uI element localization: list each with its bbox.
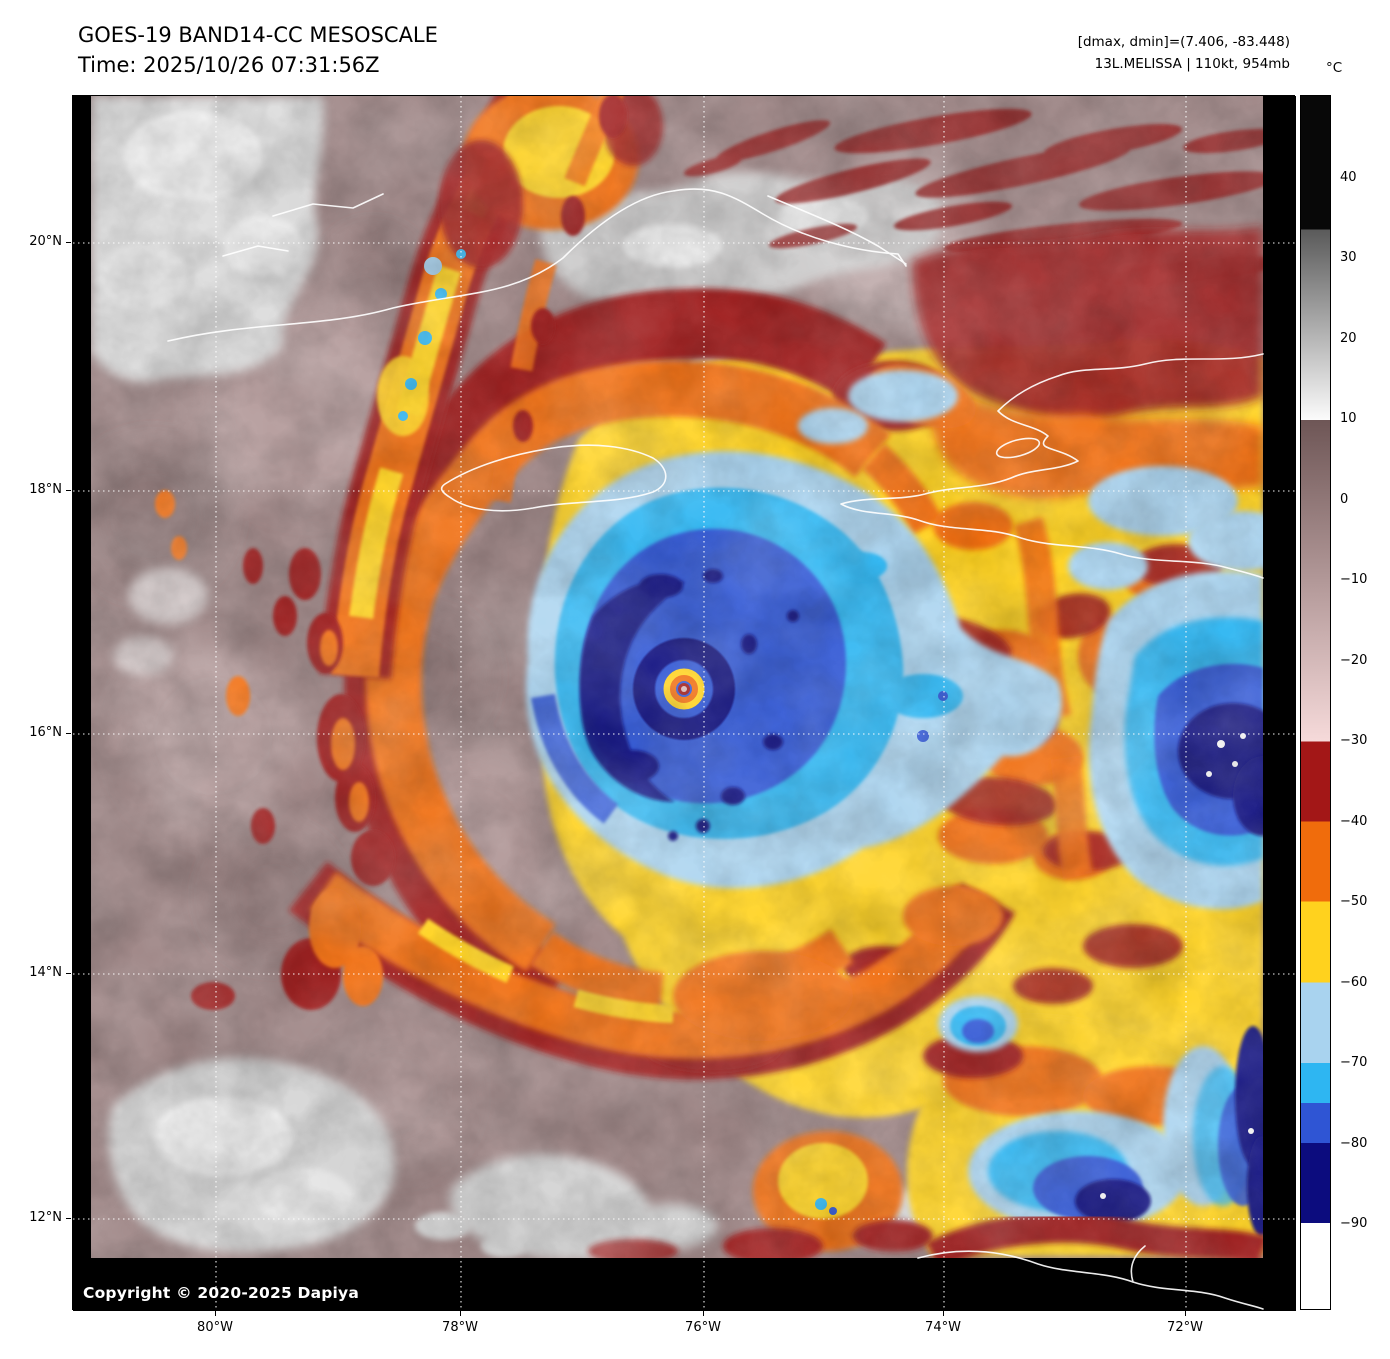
lat-tick-mark: [66, 490, 71, 491]
lon-tick-label: 78°W: [442, 1320, 478, 1335]
colorbar-tick-label: −60: [1340, 975, 1368, 990]
coastlines: [167, 188, 1264, 1310]
lon-tick-mark: [1185, 1311, 1186, 1316]
colorbar-tick-label: −40: [1340, 814, 1368, 829]
lon-tick-label: 80°W: [197, 1320, 233, 1335]
lat-tick-mark: [66, 242, 71, 243]
colorbar-tick-label: −50: [1340, 894, 1368, 909]
lon-tick-mark: [703, 1311, 704, 1316]
colorbar-tick-label: −30: [1340, 733, 1368, 748]
colorbar-tick-label: 0: [1340, 492, 1349, 507]
lat-tick-label: 18°N: [29, 482, 62, 497]
colorbar-tick-label: −10: [1340, 572, 1368, 587]
timestamp-line: Time: 2025/10/26 07:31:56Z: [78, 53, 380, 78]
lon-tick-mark: [215, 1311, 216, 1316]
lon-tick-label: 74°W: [925, 1320, 961, 1335]
lon-tick-label: 76°W: [685, 1320, 721, 1335]
lon-tick-label: 72°W: [1167, 1320, 1203, 1335]
colorbar-tick-label: −90: [1340, 1216, 1368, 1231]
map-axes: Copyright © 2020-2025 Dapiya: [72, 95, 1296, 1311]
lat-tick-label: 16°N: [29, 725, 62, 740]
lat-tick-label: 14°N: [29, 965, 62, 980]
colorbar-tick-label: 10: [1340, 411, 1357, 426]
satellite-image: [73, 96, 1296, 1311]
gridlines: [73, 96, 1296, 1311]
coastline-hispaniola: [840, 353, 1264, 579]
colorbar-tick-label: 20: [1340, 331, 1357, 346]
lat-tick-label: 20°N: [29, 234, 62, 249]
colorbar-tick-label: 30: [1340, 250, 1357, 265]
lon-tick-mark: [460, 1311, 461, 1316]
storm-info: [dmax, dmin]=(7.406, -83.448) 13L.MELISS…: [1078, 32, 1290, 75]
lon-tick-mark: [943, 1311, 944, 1316]
lat-tick-mark: [66, 733, 71, 734]
lat-tick-mark: [66, 973, 71, 974]
storm-status-label: 13L.MELISSA | 110kt, 954mb: [1094, 55, 1290, 72]
colorbar: [1300, 95, 1331, 1310]
title-line: GOES-19 BAND14-CC MESOSCALE: [78, 23, 438, 47]
lat-tick-mark: [66, 1218, 71, 1219]
colorbar-tick-label: −70: [1340, 1055, 1368, 1070]
dmax-dmin-label: [dmax, dmin]=(7.406, -83.448): [1077, 34, 1290, 50]
lat-tick-label: 12°N: [29, 1210, 62, 1225]
coastline-south-america: [917, 1250, 1264, 1310]
coastline-cuba: [167, 188, 907, 342]
colorbar-tick-label: −20: [1340, 653, 1368, 668]
copyright-label: Copyright © 2020-2025 Dapiya: [83, 1284, 360, 1302]
colorbar-unit-label: °C: [1326, 60, 1343, 76]
colorbar-tick-label: −80: [1340, 1136, 1368, 1151]
colorbar-tick-label: 40: [1340, 170, 1357, 185]
header-title: GOES-19 BAND14-CC MESOSCALE Time: 2025/1…: [78, 20, 438, 81]
coastline-jamaica: [440, 444, 667, 512]
